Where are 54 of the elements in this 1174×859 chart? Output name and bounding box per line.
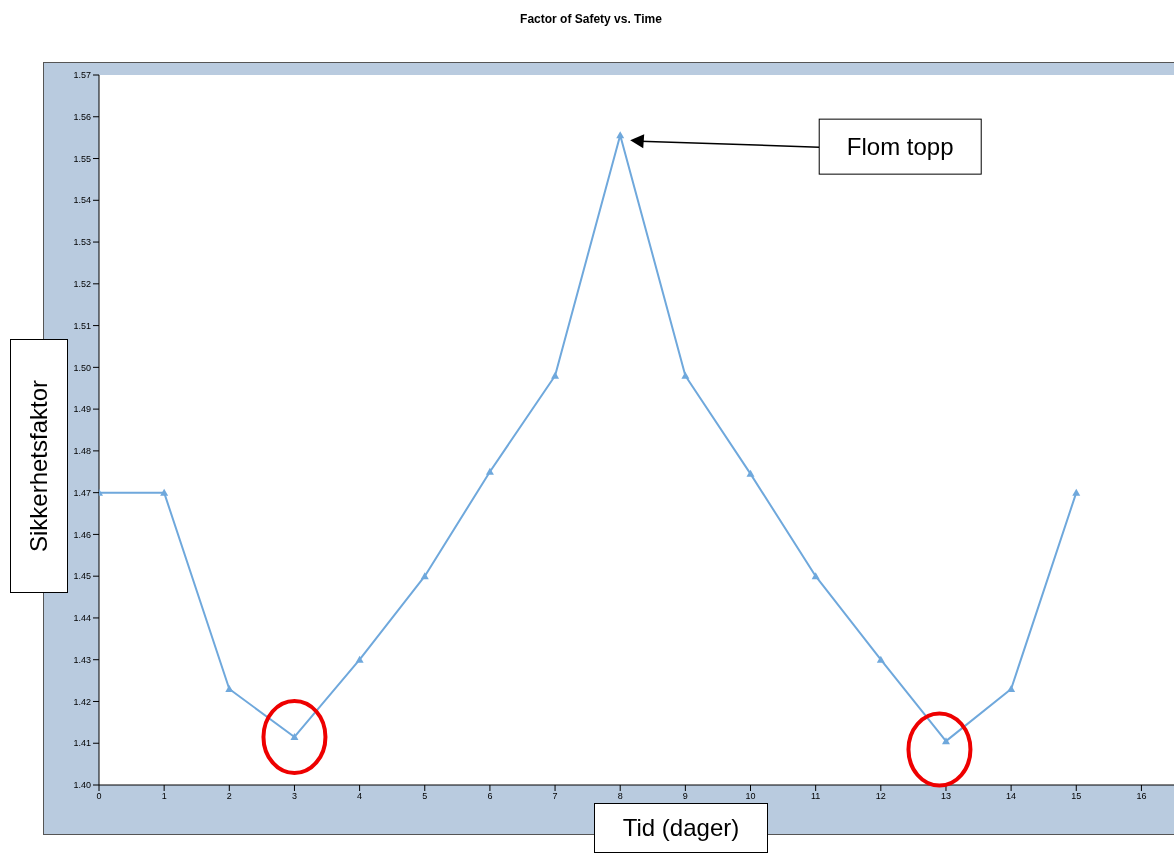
point xyxy=(811,572,820,580)
y-axis-title: Sikkerhetsfaktor xyxy=(25,379,53,553)
x-tick-label: 15 xyxy=(1071,791,1082,802)
point xyxy=(420,572,429,580)
y-tick-label: 1.45 xyxy=(73,571,91,582)
x-tick-label: 10 xyxy=(745,791,756,802)
point xyxy=(355,655,364,663)
y-tick-label: 1.43 xyxy=(73,654,91,665)
x-tick-label: 5 xyxy=(422,791,428,802)
point xyxy=(681,371,690,379)
point xyxy=(290,732,299,740)
y-tick-label: 1.48 xyxy=(73,446,91,457)
x-tick-label: 7 xyxy=(552,791,558,802)
x-tick-label: 0 xyxy=(96,791,102,802)
x-tick-label: 4 xyxy=(357,791,363,802)
point xyxy=(225,684,234,692)
x-tick-label: 9 xyxy=(682,791,688,802)
point xyxy=(616,131,625,139)
x-tick-label: 13 xyxy=(940,791,951,802)
point xyxy=(876,655,885,663)
y-tick-label: 1.47 xyxy=(73,487,91,498)
y-tick-label: 1.41 xyxy=(73,738,91,749)
x-tick-label: 11 xyxy=(810,791,821,802)
x-axis-title: Tid (dager) xyxy=(594,803,768,853)
x-tick-label: 16 xyxy=(1136,791,1147,802)
x-tick-label: 3 xyxy=(291,791,297,802)
annotation: Flom topp xyxy=(846,133,954,161)
y-tick-label: 1.53 xyxy=(73,237,91,248)
y-tick-label: 1.52 xyxy=(73,279,91,290)
y-tick-label: 1.42 xyxy=(73,696,91,707)
x-tick-label: 6 xyxy=(487,791,493,802)
y-tick-label: 1.57 xyxy=(73,70,91,81)
y-tick-label: 1.49 xyxy=(73,404,91,415)
y-tick-label: 1.51 xyxy=(73,320,91,331)
y-tick-label: 1.44 xyxy=(73,613,91,624)
point xyxy=(485,467,494,475)
point xyxy=(551,371,560,379)
point xyxy=(746,469,755,477)
point xyxy=(1072,488,1081,496)
y-tick-label: 1.40 xyxy=(73,780,91,791)
x-tick-label: 8 xyxy=(617,791,623,802)
x-tick-label: 12 xyxy=(875,791,886,802)
point xyxy=(1007,684,1016,692)
y-tick-label: 1.50 xyxy=(73,362,91,373)
point xyxy=(941,737,950,745)
x-tick-label: 14 xyxy=(1006,791,1017,802)
chart-title: Factor of Safety vs. Time xyxy=(519,12,663,26)
y-tick-label: 1.54 xyxy=(73,195,91,206)
x-tick-label: 1 xyxy=(161,791,167,802)
y-tick-label: 1.56 xyxy=(73,111,91,122)
y-tick-label: 1.55 xyxy=(73,153,91,164)
y-tick-label: 1.46 xyxy=(73,529,91,540)
point xyxy=(160,488,169,496)
x-tick-label: 2 xyxy=(226,791,232,802)
